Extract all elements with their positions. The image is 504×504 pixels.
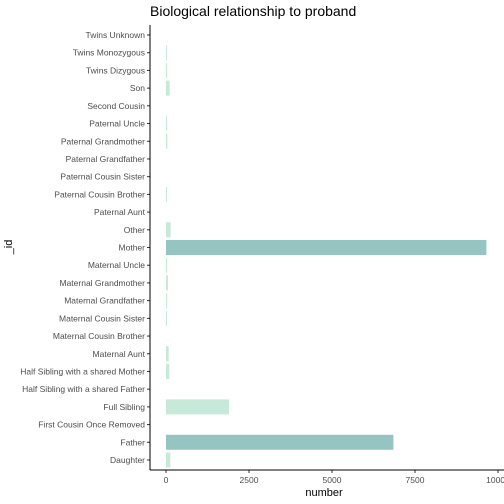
- bar-other: [166, 222, 171, 238]
- y-tick-label-full-sibling: Full Sibling: [103, 402, 145, 412]
- y-tick-label-paternal-cousin-brother: Paternal Cousin Brother: [54, 189, 145, 199]
- bar-father: [166, 434, 394, 450]
- bar-son: [166, 80, 170, 96]
- y-tick-label-paternal-grandmother: Paternal Grandmother: [61, 136, 145, 146]
- y-tick-label-other: Other: [124, 225, 145, 235]
- y-tick-label-half-sibling-with-a-shared-father: Half Sibling with a shared Father: [22, 384, 145, 394]
- y-tick-label-maternal-grandmother: Maternal Grandmother: [59, 278, 145, 288]
- y-tick-label-paternal-aunt: Paternal Aunt: [94, 207, 146, 217]
- y-tick-label-paternal-uncle: Paternal Uncle: [89, 119, 145, 129]
- y-tick-label-paternal-cousin-sister: Paternal Cousin Sister: [60, 172, 145, 182]
- bar-paternal-cousin-brother: [166, 186, 167, 202]
- y-tick-label-twins-unknown: Twins Unknown: [85, 30, 145, 40]
- y-tick-label-maternal-uncle: Maternal Uncle: [88, 260, 145, 270]
- y-tick-label-first-cousin-once-removed: First Cousin Once Removed: [38, 420, 145, 430]
- y-axis-title: _id: [3, 240, 15, 256]
- y-tick-label-maternal-cousin-sister: Maternal Cousin Sister: [59, 313, 145, 323]
- y-tick-label-son: Son: [130, 83, 145, 93]
- x-tick-label-0: 0: [164, 475, 169, 485]
- x-tick-label-2500: 2500: [240, 475, 259, 485]
- bar-full-sibling: [166, 399, 230, 415]
- y-tick-label-twins-monozygous: Twins Monozygous: [73, 48, 145, 58]
- y-tick-label-maternal-aunt: Maternal Aunt: [93, 349, 146, 359]
- x-tick-label-7500: 7500: [406, 475, 425, 485]
- bar-paternal-grandmother: [166, 133, 168, 149]
- y-tick-label-maternal-grandfather: Maternal Grandfather: [64, 296, 145, 306]
- y-tick-label-mother: Mother: [119, 243, 146, 253]
- bar-mother: [166, 240, 487, 255]
- y-tick-label-second-cousin: Second Cousin: [87, 101, 145, 111]
- y-tick-label-daughter: Daughter: [110, 455, 145, 465]
- bar-maternal-grandmother: [166, 275, 168, 291]
- bar-half-sibling-with-a-shared-mother: [166, 363, 170, 379]
- bar-maternal-aunt: [166, 346, 169, 362]
- y-tick-label-half-sibling-with-a-shared-mother: Half Sibling with a shared Mother: [20, 366, 145, 376]
- y-tick-label-father: Father: [120, 437, 145, 447]
- bar-maternal-cousin-sister: [166, 310, 167, 326]
- bar-maternal-grandfather: [166, 293, 167, 309]
- chart-title: Biological relationship to proband: [150, 3, 356, 19]
- bars-group: [166, 45, 487, 468]
- x-tick-label-10000: 10000: [486, 475, 504, 485]
- bar-daughter: [166, 452, 171, 468]
- y-tick-labels: Twins Unknown Twins Monozygous Twins Dizyg…: [20, 30, 150, 465]
- x-axis: 0 2500 5000 7500 10000: [164, 470, 504, 485]
- bar-maternal-uncle: [166, 257, 167, 273]
- y-tick-label-paternal-grandfather: Paternal Grandfather: [66, 154, 146, 164]
- bar-paternal-uncle: [166, 116, 167, 132]
- x-axis-title: number: [305, 487, 343, 499]
- bar-twins-dizygous: [166, 62, 167, 78]
- bar-twins-monozygous: [166, 45, 167, 61]
- y-tick-label-twins-dizygous: Twins Dizygous: [86, 65, 145, 75]
- x-tick-label-5000: 5000: [323, 475, 342, 485]
- y-tick-label-maternal-cousin-brother: Maternal Cousin Brother: [53, 331, 145, 341]
